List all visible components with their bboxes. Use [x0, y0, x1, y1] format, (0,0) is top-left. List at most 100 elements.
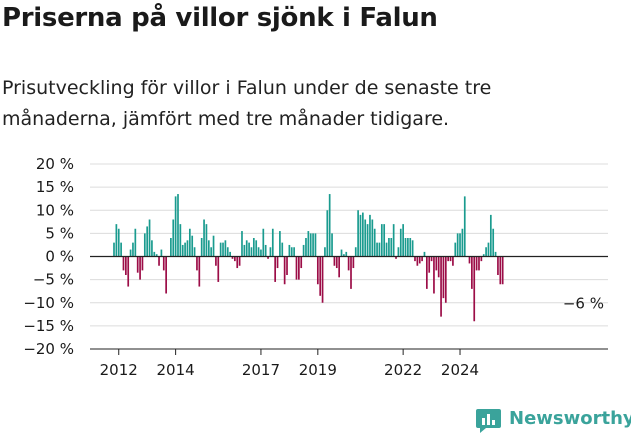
bar	[283, 256, 286, 285]
bar	[252, 238, 255, 257]
last-value-annotation: −6 %	[563, 294, 604, 312]
bar	[399, 228, 402, 257]
bar	[326, 210, 329, 257]
bar	[238, 256, 241, 266]
bar	[143, 233, 146, 257]
bar	[423, 251, 426, 257]
bar	[279, 231, 281, 257]
bar	[281, 242, 284, 257]
bar	[276, 256, 279, 269]
bar	[210, 247, 213, 257]
bar	[148, 219, 151, 257]
bar	[136, 256, 139, 273]
bar	[501, 256, 504, 285]
bar	[388, 238, 390, 257]
bar	[241, 231, 243, 257]
bar	[151, 240, 153, 257]
bar	[442, 256, 445, 299]
bar	[141, 256, 144, 271]
bar	[132, 242, 134, 257]
bar	[324, 247, 326, 257]
bar	[397, 247, 400, 257]
bar	[172, 219, 175, 257]
bar	[392, 224, 395, 257]
bar	[222, 242, 224, 257]
bar	[174, 196, 177, 257]
bar	[385, 242, 388, 257]
bar	[366, 224, 369, 257]
bar	[373, 228, 376, 257]
bar	[271, 228, 274, 257]
bar	[181, 244, 184, 257]
bar	[236, 256, 239, 269]
bar	[217, 256, 220, 282]
x-axis: 2012 2014 2017 2019 2022 2024	[90, 348, 608, 379]
bar	[205, 224, 208, 257]
chart-bars	[113, 194, 504, 322]
bar	[153, 251, 156, 257]
bar	[198, 256, 201, 287]
bar	[170, 238, 172, 257]
bar	[333, 256, 336, 266]
bar	[264, 244, 267, 257]
brand-name: Newsworthy	[509, 408, 631, 429]
bar	[395, 256, 397, 259]
bar	[478, 256, 480, 271]
bar	[416, 256, 419, 266]
bar	[274, 256, 277, 282]
bar	[186, 240, 189, 257]
bar	[146, 226, 149, 257]
bar	[139, 256, 141, 280]
bar	[203, 219, 205, 257]
bar	[335, 256, 338, 269]
bar	[200, 238, 203, 257]
bar	[162, 256, 165, 271]
bar	[473, 256, 476, 322]
bar	[430, 256, 433, 262]
x-tick-label: 2022	[384, 361, 422, 379]
y-tick-label: −20 %	[23, 340, 74, 358]
bar	[257, 247, 260, 257]
bar	[229, 251, 231, 257]
bar	[260, 249, 262, 257]
bar	[343, 254, 345, 257]
bar	[378, 242, 381, 257]
bar	[383, 224, 386, 257]
bar	[243, 244, 246, 257]
bar	[497, 256, 499, 275]
y-tick-label: 5 %	[45, 224, 74, 242]
bar	[376, 242, 378, 257]
bar	[404, 238, 407, 257]
bar	[371, 219, 374, 257]
bar	[359, 214, 362, 257]
bar	[309, 233, 312, 257]
bar	[188, 228, 191, 257]
y-axis-labels: 20 % 15 % 10 % 5 % 0 % −5 % −10 % −15 % −20 %	[23, 155, 74, 358]
bar	[302, 244, 305, 257]
bar	[414, 256, 416, 262]
bar	[312, 233, 314, 257]
bar	[459, 233, 461, 257]
bar	[314, 233, 317, 257]
bar	[409, 238, 412, 257]
bar	[224, 240, 227, 257]
newsworthy-logo-icon	[476, 409, 501, 433]
bar	[177, 194, 179, 257]
bar	[482, 254, 485, 257]
bar	[331, 233, 333, 257]
bar	[226, 247, 229, 257]
y-tick-label: 20 %	[36, 155, 74, 173]
bar	[219, 242, 222, 257]
x-tick-label: 2012	[100, 361, 138, 379]
bar	[316, 256, 319, 285]
y-tick-label: −5 %	[33, 271, 74, 289]
x-tick-label: 2017	[242, 361, 280, 379]
bar	[364, 219, 367, 257]
bar	[134, 228, 137, 257]
bar	[298, 256, 300, 280]
bar	[402, 224, 404, 257]
bar	[234, 256, 236, 262]
bar	[191, 235, 194, 257]
bar	[293, 247, 295, 257]
bar	[369, 214, 371, 257]
